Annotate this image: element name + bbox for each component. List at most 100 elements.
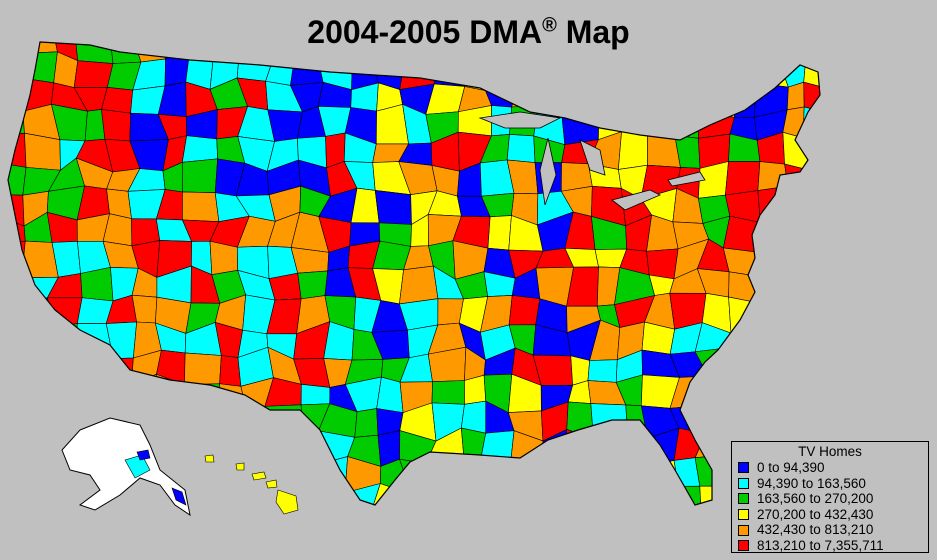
dma-region (650, 485, 679, 505)
dma-region (181, 135, 218, 163)
dma-region (101, 384, 141, 412)
dma-region (221, 492, 251, 505)
dma-region (478, 465, 511, 486)
dma-region (354, 408, 379, 438)
dma-region (723, 376, 751, 404)
dma-region (8, 353, 35, 383)
legend-item: 432,430 to 813,210 (738, 522, 922, 538)
dma-region (784, 163, 810, 187)
legend-label: 0 to 94,390 (757, 460, 825, 475)
legend-item: 0 to 94,390 (738, 460, 922, 476)
dma-region (749, 328, 788, 351)
dma-region (697, 82, 735, 118)
dma-region (299, 429, 320, 470)
dma-region (484, 482, 513, 505)
dma-region (371, 42, 408, 65)
legend-item: 813,210 to 7,355,711 (738, 538, 922, 554)
dma-region (432, 56, 466, 87)
dma-region (128, 484, 168, 505)
dma-region (787, 184, 813, 223)
dma-region (779, 239, 815, 277)
dma-region (163, 403, 194, 440)
legend-title: TV Homes (798, 444, 862, 459)
dma-region (616, 487, 653, 505)
dma-region (184, 462, 223, 496)
dma-region (431, 380, 465, 405)
dma-region (59, 403, 84, 432)
alaska-dma-fairbanks (124, 454, 151, 479)
legend-item: 94,390 to 163,560 (738, 476, 922, 492)
dma-region (108, 42, 142, 64)
dma-region (289, 463, 329, 490)
dma-region (424, 483, 456, 505)
legend-swatch (738, 540, 749, 552)
dma-region (33, 347, 61, 383)
dma-region (344, 483, 381, 505)
dma-region (594, 88, 624, 109)
dma-region (641, 42, 679, 63)
dma-region (24, 132, 61, 171)
legend-label: 432,430 to 813,210 (757, 522, 874, 538)
dma-region (404, 42, 434, 63)
dma-region (213, 42, 245, 56)
dma-region (74, 358, 114, 388)
dma-region (779, 381, 815, 414)
lake-michigan (539, 137, 557, 206)
dma-region (776, 297, 808, 329)
dma-region (748, 383, 781, 404)
dma-region (563, 462, 595, 487)
dma-region (538, 86, 572, 115)
dma-region (831, 408, 862, 439)
alaska-dma-juneau (171, 487, 187, 506)
dma-region (399, 458, 427, 495)
dma-region (506, 134, 536, 163)
dma-region (836, 30, 863, 52)
dma-region (779, 349, 818, 386)
dma-region (837, 375, 863, 414)
legend-swatch (738, 493, 749, 505)
dma-region (506, 481, 547, 505)
dma-region (591, 458, 618, 496)
dma-region (832, 114, 866, 132)
dma-region (265, 59, 295, 86)
dma-region (776, 275, 808, 303)
dma-region (730, 328, 762, 348)
dma-region (537, 42, 570, 63)
dma-region (29, 454, 59, 495)
dma-region (487, 215, 512, 251)
dma-region (560, 42, 591, 63)
dma-region (834, 242, 866, 280)
title-suffix: Map (556, 14, 630, 50)
dma-region (757, 185, 789, 223)
dma-region (814, 351, 820, 383)
dma-region (140, 403, 166, 437)
dma-region (402, 493, 430, 505)
hawaii (204, 454, 299, 515)
dma-region (696, 42, 730, 53)
dma-region (181, 158, 218, 193)
dma-region (645, 106, 679, 136)
dma-region (760, 222, 789, 254)
dma-region (131, 373, 165, 412)
dma-region (540, 456, 569, 485)
dma-region (101, 87, 134, 114)
dma-region (454, 460, 491, 485)
dma-region (707, 375, 727, 406)
dma-region (293, 42, 320, 64)
dma-region (8, 77, 26, 112)
dma-region (184, 352, 222, 386)
dma-region (80, 266, 114, 302)
dma-region (593, 485, 624, 505)
dma-region (21, 42, 58, 54)
dma-region (73, 60, 114, 88)
dma-region (831, 161, 866, 197)
dma-region (264, 404, 303, 431)
dma-region (641, 49, 683, 86)
dma-region (505, 51, 544, 88)
dma-region (209, 240, 238, 276)
dma-region (642, 460, 679, 489)
legend-swatch (738, 477, 749, 489)
dma-region (297, 270, 329, 300)
dma-region (8, 482, 31, 505)
